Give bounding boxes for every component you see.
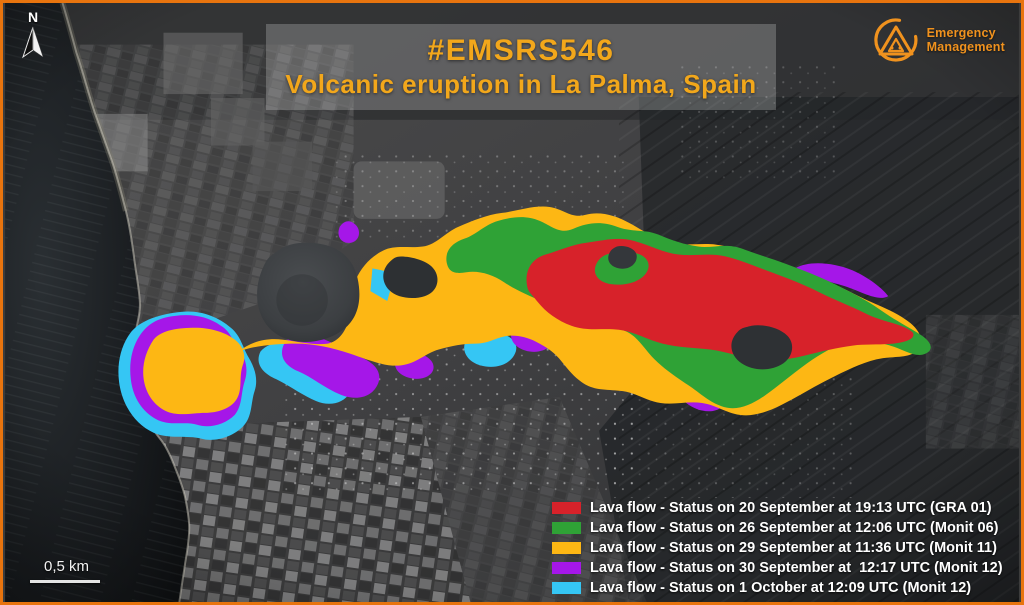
kipuka-east-hole [731,325,793,370]
kipuka-notch [608,246,637,269]
scale-bar-label: 0,5 km [44,558,90,575]
terrain [5,3,1019,602]
legend-swatch-orange [552,542,581,554]
lava-extent-30-september-south-band [281,334,380,398]
legend-item: Lava flow - Status on 1 October at 12:09… [552,578,1003,598]
north-label: N [27,9,39,25]
emergency-management-icon [873,18,918,62]
legend-label: Lava flow - Status on 26 September at 12… [590,520,999,536]
legend-item: Lava flow - Status on 20 September at 19… [552,498,1003,518]
legend-label: Lava flow - Status on 20 September at 19… [590,500,992,516]
lava-extent-30-september-ne-fringe [795,263,889,298]
legend-label: Lava flow - Status on 1 October at 12:09… [590,580,972,596]
north-arrow: N [17,9,49,64]
logo-line1: Emergency [926,26,996,40]
page-title: Volcanic eruption in La Palma, Spain [285,69,757,99]
title-panel: #EMSRS546 Volcanic eruption in La Palma,… [266,24,776,110]
legend-swatch-green [552,522,581,534]
lava-extent-30-september-nw-bit [338,221,360,243]
logo-line2: Management [926,40,1005,54]
kipuka-island [383,256,438,299]
legend-label: Lava flow - Status on 29 September at 11… [590,540,997,556]
legend-swatch-red [552,502,581,514]
legend-label: Lava flow - Status on 30 September at 12… [590,560,1003,576]
satellite-map [5,3,1019,602]
north-arrow-icon [22,26,44,59]
kipuka-hill [257,242,360,342]
logo-text: Emergency Management [927,26,1005,54]
legend: Lava flow - Status on 20 September at 19… [552,498,1003,598]
legend-item: Lava flow - Status on 30 September at 12… [552,558,1003,578]
kipukas [257,242,793,370]
lava-extent-29-september-delta [143,327,245,415]
legend-item: Lava flow - Status on 26 September at 12… [552,518,1003,538]
kipuka-hill-shade [276,274,328,326]
scale-bar-line [30,580,100,583]
legend-item: Lava flow - Status on 29 September at 11… [552,538,1003,558]
scale-bar: 0,5 km [30,558,100,583]
emergency-management-logo: Emergency Management [873,17,1005,63]
legend-swatch-purple [552,562,581,574]
legend-swatch-cyan [552,582,581,594]
map-hashtag: #EMSRS546 [427,34,615,67]
